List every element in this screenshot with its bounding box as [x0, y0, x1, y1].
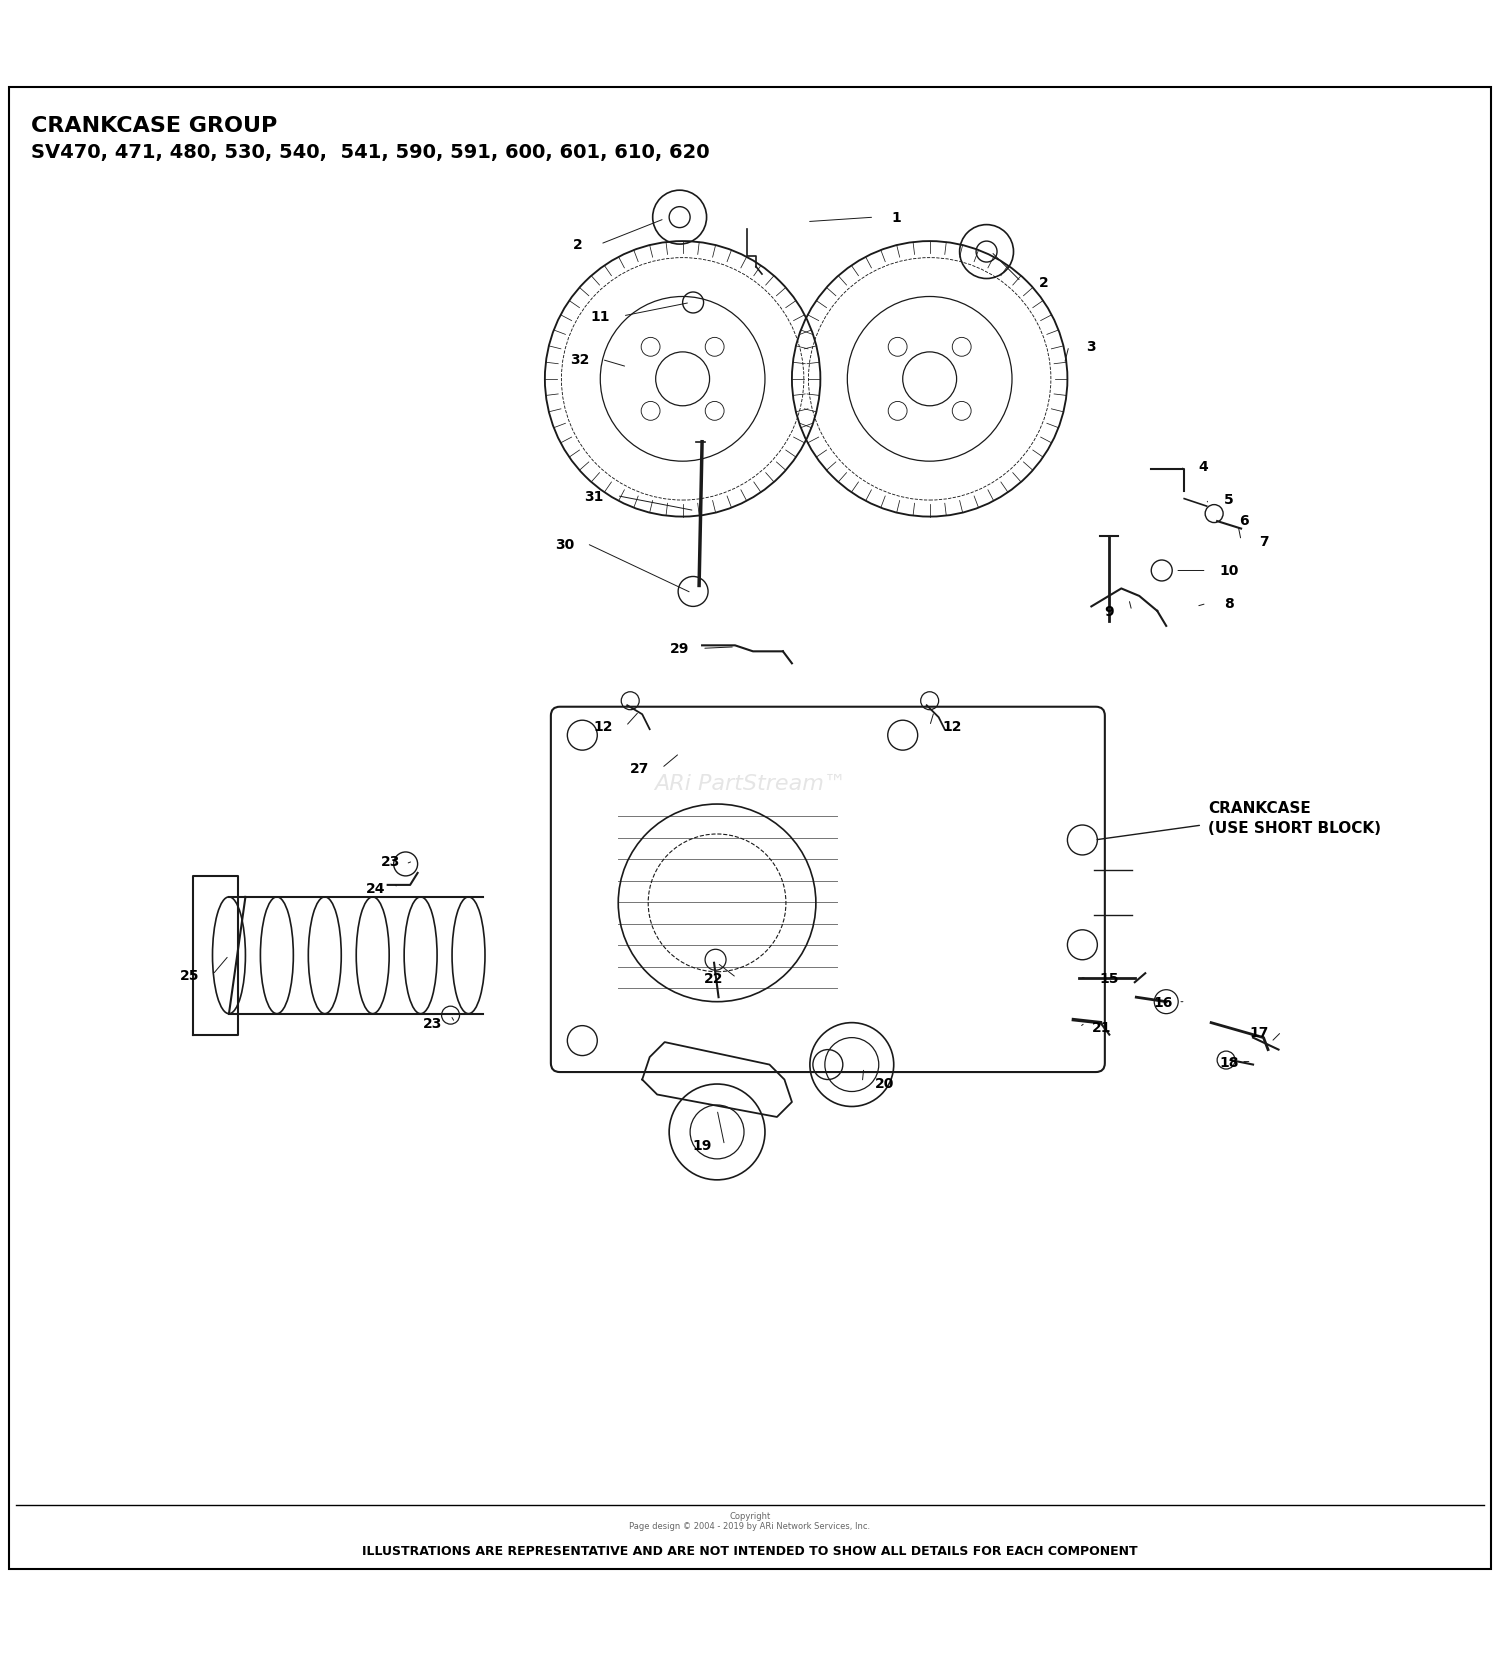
Text: SV470, 471, 480, 530, 540,  541, 590, 591, 600, 601, 610, 620: SV470, 471, 480, 530, 540, 541, 590, 591…	[32, 143, 709, 162]
Text: ARi PartStream™: ARi PartStream™	[654, 774, 846, 794]
Text: 5: 5	[1224, 492, 1234, 507]
Text: 12: 12	[942, 719, 962, 734]
Text: 2: 2	[573, 239, 582, 252]
Text: 23: 23	[423, 1016, 442, 1031]
Text: 29: 29	[670, 641, 690, 656]
Text: 22: 22	[705, 971, 724, 986]
Text: 12: 12	[594, 719, 613, 734]
Text: 7: 7	[1258, 534, 1269, 548]
Text: ILLUSTRATIONS ARE REPRESENTATIVE AND ARE NOT INTENDED TO SHOW ALL DETAILS FOR EA: ILLUSTRATIONS ARE REPRESENTATIVE AND ARE…	[362, 1544, 1138, 1556]
Text: 20: 20	[874, 1075, 894, 1090]
Text: 21: 21	[1092, 1021, 1112, 1034]
Text: 6: 6	[1239, 514, 1250, 527]
Text: CRANKCASE
(USE SHORT BLOCK): CRANKCASE (USE SHORT BLOCK)	[1208, 800, 1382, 835]
Text: 24: 24	[366, 882, 386, 895]
Text: 16: 16	[1154, 996, 1173, 1009]
Text: 1: 1	[892, 210, 902, 225]
Text: 27: 27	[630, 762, 650, 775]
Text: 9: 9	[1104, 605, 1114, 618]
Text: 8: 8	[1224, 597, 1234, 611]
Text: 18: 18	[1220, 1056, 1239, 1069]
Text: 31: 31	[585, 489, 604, 504]
Text: 25: 25	[180, 968, 200, 983]
Text: CRANKCASE GROUP: CRANKCASE GROUP	[32, 116, 278, 136]
Text: 19: 19	[693, 1138, 712, 1153]
Text: 30: 30	[555, 537, 574, 552]
Text: Copyright
Page design © 2004 - 2019 by ARi Network Services, Inc.: Copyright Page design © 2004 - 2019 by A…	[630, 1511, 870, 1529]
Text: 15: 15	[1100, 971, 1119, 986]
Text: 23: 23	[381, 855, 400, 868]
Text: 17: 17	[1250, 1026, 1269, 1039]
Text: 3: 3	[1086, 340, 1096, 353]
Text: 11: 11	[591, 310, 610, 323]
Text: 10: 10	[1220, 563, 1239, 578]
Text: 2: 2	[1038, 275, 1048, 290]
Text: 32: 32	[570, 353, 590, 368]
Text: 4: 4	[1198, 459, 1209, 474]
